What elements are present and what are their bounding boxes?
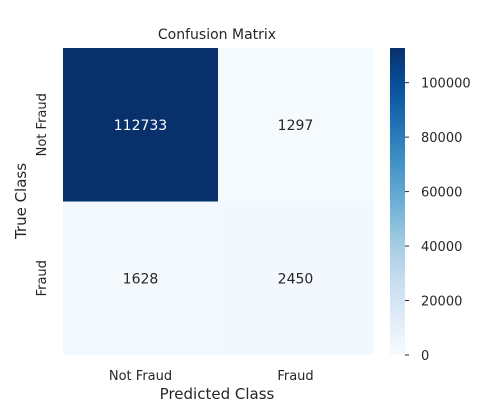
heatmap-cell (63, 201, 218, 355)
cell-value-label: 1297 (278, 118, 314, 134)
colorbar (390, 48, 405, 355)
heatmap-cell (63, 48, 218, 202)
colorbar-ticks: 0 20000 40000 60000 80000 100000 (405, 77, 471, 364)
chart-title: Confusion Matrix (158, 27, 276, 43)
cell-value-label: 112733 (114, 118, 167, 134)
y-axis-ticks: Not Fraud Fraud (35, 93, 50, 296)
x-tick-label: Not Fraud (109, 369, 172, 384)
x-tick-label: Fraud (277, 369, 313, 384)
colorbar-tick-label: 40000 (421, 240, 462, 255)
cell-value-label: 2450 (278, 271, 314, 287)
colorbar-tick-label: 80000 (421, 131, 462, 146)
y-tick-label: Fraud (35, 260, 50, 296)
x-axis-ticks: Not Fraud Fraud (109, 369, 314, 384)
colorbar-tick-label: 100000 (421, 77, 471, 92)
colorbar-tick-label: 60000 (421, 186, 462, 201)
y-axis-label: True Class (12, 163, 30, 240)
heatmap-cell (218, 48, 373, 202)
heatmap-cell (218, 201, 373, 355)
colorbar-tick-label: 20000 (421, 295, 462, 310)
y-tick-label: Not Fraud (35, 93, 50, 156)
x-axis-label: Predicted Class (160, 385, 275, 400)
heatmap-cell-labels: 112733 1297 1628 2450 (114, 118, 314, 288)
colorbar-tick-label: 0 (421, 349, 429, 364)
cell-value-label: 1628 (123, 271, 159, 287)
heatmap-cells (63, 48, 373, 355)
